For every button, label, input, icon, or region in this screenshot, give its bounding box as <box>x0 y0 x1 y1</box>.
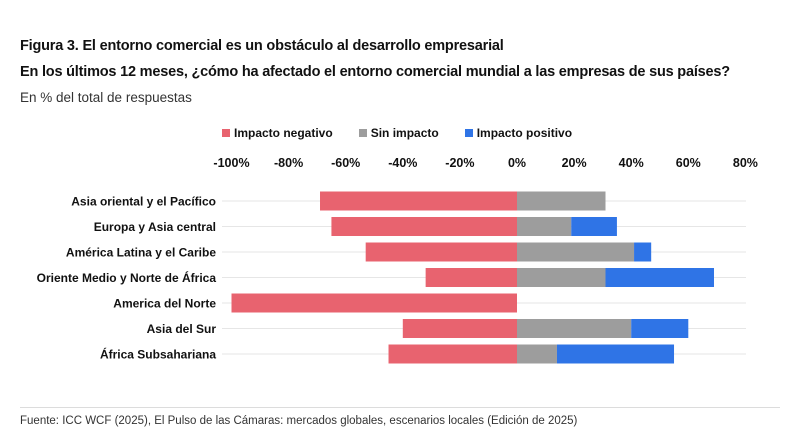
category-label: América Latina y el Caribe <box>66 246 216 260</box>
legend-label-neutral: Sin impacto <box>370 126 439 140</box>
legend-swatch-neutral <box>358 129 367 137</box>
x-tick-label: -20% <box>445 156 474 170</box>
category-label: Asia oriental y el Pacífico <box>71 195 216 209</box>
figure-subtitle: En los últimos 12 meses, ¿cómo ha afecta… <box>20 64 730 80</box>
x-tick-label: 20% <box>562 156 587 170</box>
footer-divider <box>20 407 780 408</box>
x-tick-label: 40% <box>619 156 644 170</box>
bar-neutral <box>517 191 606 211</box>
x-tick-label: 0% <box>508 156 526 170</box>
bar-negative <box>231 293 517 313</box>
legend-swatch-positive <box>464 129 473 137</box>
source-note: Fuente: ICC WCF (2025), El Pulso de las … <box>20 415 578 427</box>
bar-negative <box>425 268 517 287</box>
x-tick-label: 80% <box>733 156 758 170</box>
x-tick-label: 60% <box>676 156 701 170</box>
bar-neutral <box>517 344 557 364</box>
x-tick-label: -80% <box>274 156 303 170</box>
bar-positive <box>571 217 617 236</box>
bar-negative <box>402 319 517 338</box>
legend-item-positive: Impacto positivo <box>464 126 573 140</box>
bar-neutral <box>517 319 632 338</box>
legend-label-positive: Impacto positivo <box>476 126 573 140</box>
category-labels: Asia oriental y el Pacífico Europa y Asia… <box>37 195 217 362</box>
legend-item-neutral: Sin impacto <box>358 126 439 140</box>
x-axis-ticks: -100% -80% -60% -40% -20% 0% 20% 40% 60% 80% <box>213 156 757 170</box>
x-tick-label: -100% <box>213 156 249 170</box>
category-label: Asia del Sur <box>147 322 217 336</box>
category-label: America del Norte <box>113 297 216 311</box>
bars <box>231 191 714 364</box>
figure-title: Figura 3. El entorno comercial es un obs… <box>20 38 504 54</box>
chart-legend: Impacto negativo Sin impacto Impacto pos… <box>222 126 572 140</box>
legend-label-negative: Impacto negativo <box>234 126 333 140</box>
bar-positive <box>605 268 714 287</box>
x-tick-label: -60% <box>331 156 360 170</box>
bar-positive <box>634 242 652 262</box>
unit-note: En % del total de respuestas <box>20 90 192 105</box>
bar-negative <box>331 217 517 236</box>
bar-negative <box>365 242 517 262</box>
bar-neutral <box>517 268 606 287</box>
bar-positive <box>556 344 675 364</box>
bar-neutral <box>517 217 572 236</box>
category-label: África Subsahariana <box>100 347 216 362</box>
legend-swatch-negative <box>222 129 230 137</box>
category-label: Europa y Asia central <box>94 220 216 234</box>
bar-neutral <box>517 242 635 262</box>
legend-item-negative: Impacto negativo <box>222 126 333 140</box>
bar-negative <box>388 344 517 364</box>
bar-negative <box>320 191 517 211</box>
x-tick-label: -40% <box>388 156 417 170</box>
category-label: Oriente Medio y Norte de África <box>37 270 217 285</box>
bar-positive <box>631 319 689 338</box>
